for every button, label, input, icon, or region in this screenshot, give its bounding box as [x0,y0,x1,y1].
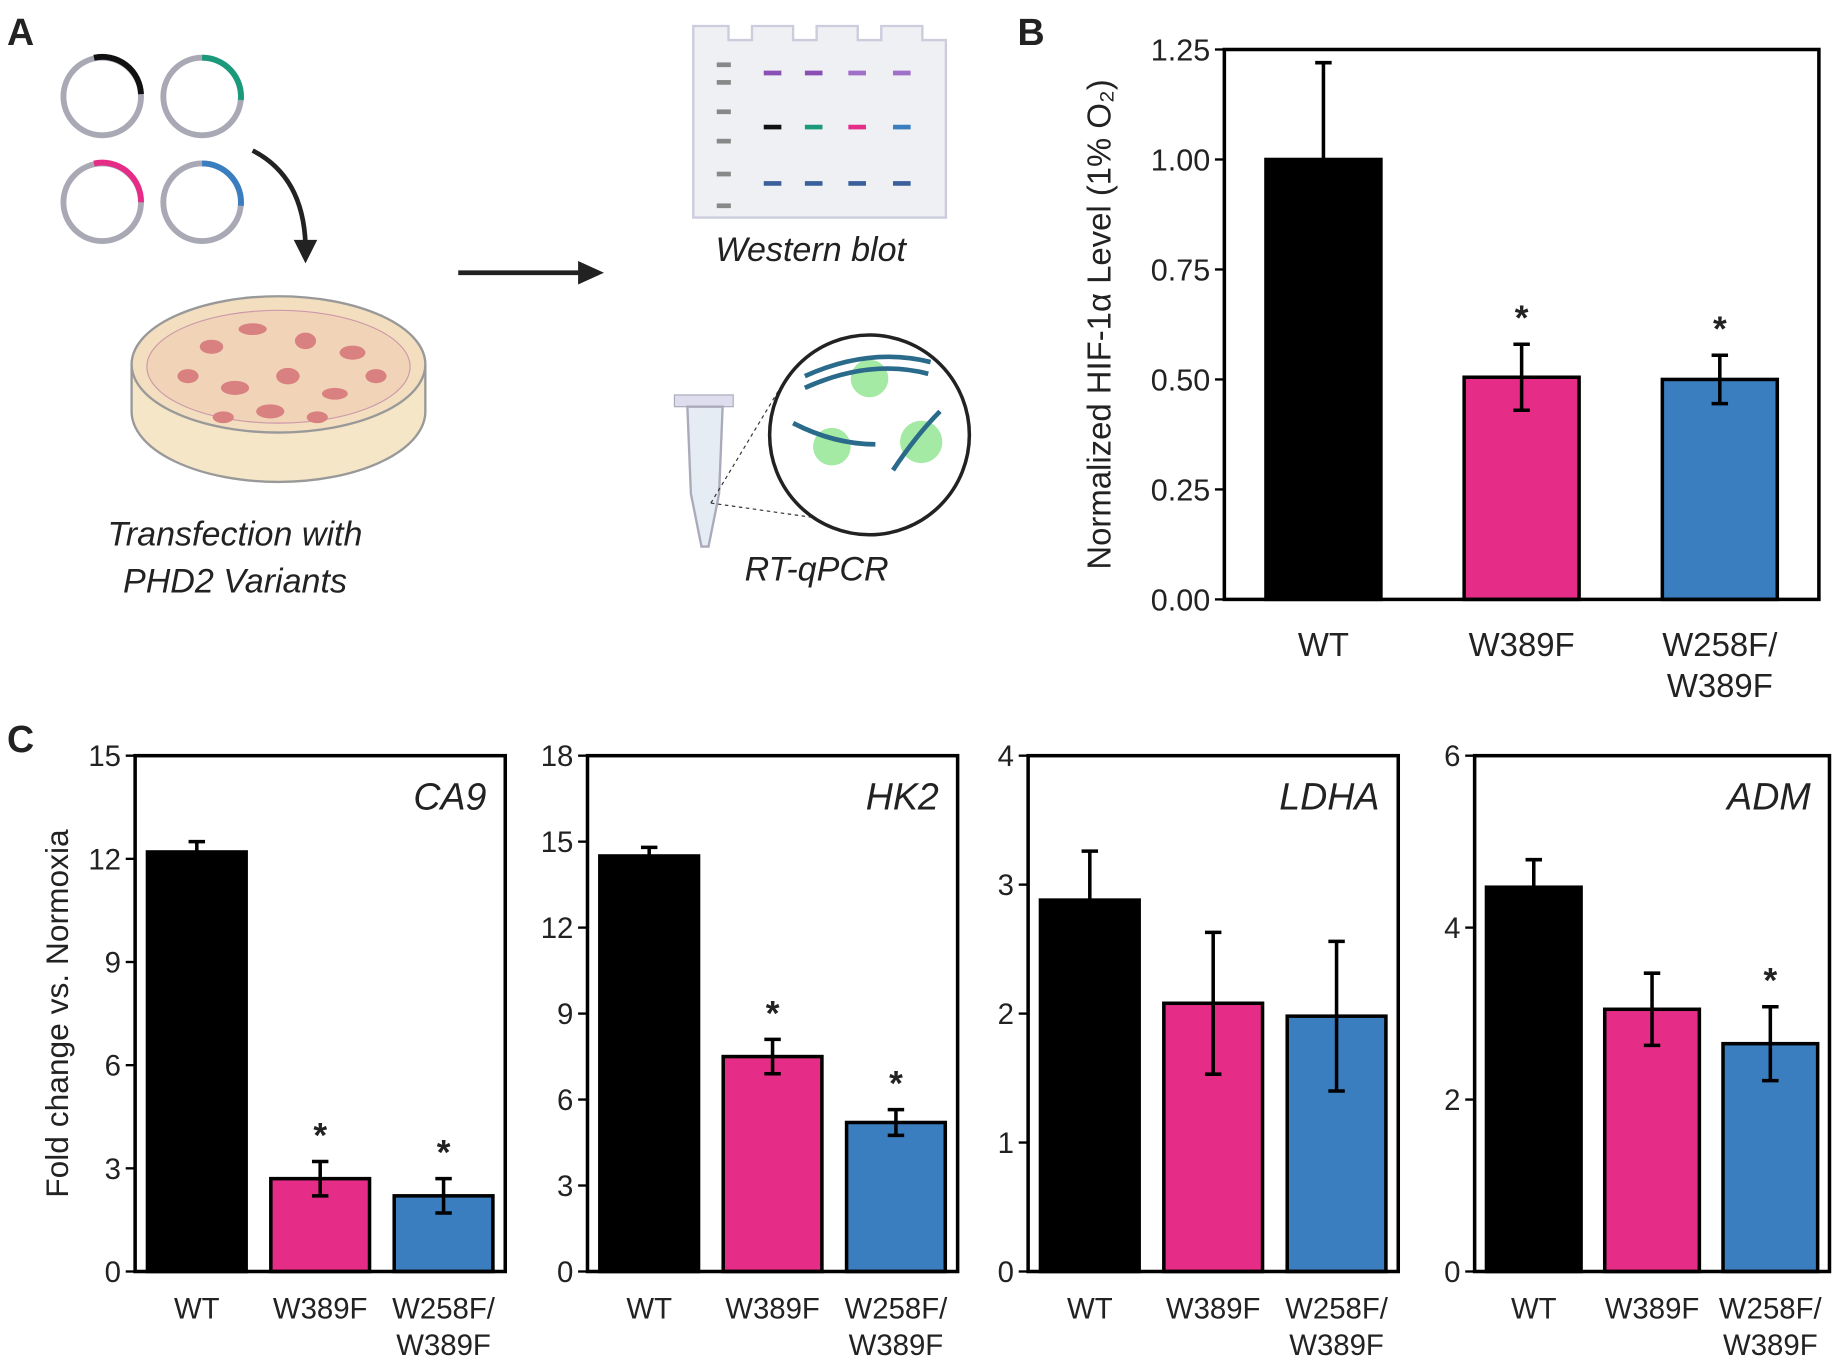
error-bar [887,1107,905,1138]
x-tick-label: WT [626,1293,672,1326]
chart-title: HK2 [866,776,939,818]
y-tick-label: 0.75 [1151,253,1210,287]
y-tick-label: 9 [557,998,573,1031]
x-tick-label: W258F/W389F [1285,1293,1389,1363]
significance-mark: * [1515,299,1529,338]
panel-a-text: Transfection with [108,515,363,553]
x-tick-label: WT [174,1293,220,1326]
y-tick-label: 0 [105,1256,121,1289]
error-bar [1762,1004,1779,1083]
plot-frame [1222,47,1821,602]
y-tick-label: 6 [1444,740,1460,773]
panel-label: C [7,718,34,760]
x-tick-label: W389F [1469,626,1575,663]
y-tick-label: 12 [541,912,574,945]
x-tick-label: W389F [1605,1293,1700,1326]
panel-a-text: PHD2 Variants [123,562,347,600]
x-tick-label: W258F/W389F [845,1293,949,1363]
bar [1038,898,1141,1274]
y-tick-label: 1 [998,1127,1014,1160]
error-bar [1525,857,1542,917]
x-tick-label: WT [1067,1293,1113,1326]
chart-title: CA9 [413,776,486,818]
x-tick-label: W258F/W389F [392,1293,496,1363]
y-tick-label: 0.00 [1151,583,1210,617]
chart-title: LDHA [1279,776,1379,818]
dish [130,295,427,484]
panel-label: A [7,11,34,53]
y-tick-label: 0 [1444,1256,1460,1289]
plot-frame [1472,753,1832,1274]
error-bar [1328,939,1345,1093]
y-tick-label: 18 [541,740,574,773]
y-axis-label: Normalized HIF-1α Level (1% O₂) [1080,79,1117,569]
plasmids [60,53,318,264]
y-tick-label: 2 [1444,1084,1460,1117]
x-tick-label: WT [1511,1293,1557,1326]
x-tick-label: W389F [1166,1293,1261,1326]
error-bar [311,1159,329,1198]
y-tick-label: 0.25 [1151,473,1210,507]
bar [1484,885,1583,1274]
bar [598,854,701,1274]
y-tick-label: 1.00 [1151,143,1210,177]
y-tick-label: 0 [557,1256,573,1289]
error-bar [188,839,206,865]
tube [673,333,972,548]
bar [145,850,248,1274]
bar [1660,377,1780,602]
y-tick-label: 2 [998,998,1014,1031]
x-tick-label: W389F [725,1293,820,1326]
error-bar [1643,971,1661,1048]
significance-mark: * [889,1064,903,1103]
y-tick-label: 3 [557,1170,573,1203]
significance-mark: * [1763,962,1777,1001]
y-tick-label: 3 [998,869,1014,902]
x-tick-label: WT [1298,626,1349,663]
panel-label: B [1018,11,1045,53]
bar [721,1054,824,1274]
x-tick-label: W258F/W389F [1719,1293,1823,1363]
y-tick-label: 1.25 [1151,33,1210,67]
bar [1285,1014,1388,1274]
x-tick-label: W389F [273,1293,368,1326]
plot-frame [1026,753,1401,1274]
y-tick-label: 6 [557,1084,573,1117]
y-tick-label: 3 [105,1153,121,1186]
plot-frame [585,753,960,1274]
y-tick-label: 6 [105,1050,121,1083]
significance-mark: * [313,1116,327,1155]
panel-a-text: RT-qPCR [745,551,889,589]
plot-frame [133,753,508,1274]
y-tick-label: 0 [998,1256,1014,1289]
y-tick-label: 15 [88,740,121,773]
y-tick-label: 4 [1444,912,1460,945]
error-bar [1513,342,1530,412]
error-bar [1204,930,1222,1076]
panel-a-text: Western blot [715,231,907,269]
error-bar [1711,353,1729,406]
y-tick-label: 12 [88,843,121,876]
y-tick-label: 15 [541,826,574,859]
bar [1602,1007,1702,1274]
y-axis-label: Fold change vs. Normoxia [39,829,75,1198]
significance-mark: * [766,994,780,1033]
gel [692,24,948,219]
error-bar [764,1037,781,1076]
arrow [458,261,604,285]
error-bar [1315,60,1332,259]
significance-mark: * [1713,310,1727,349]
chart-title: ADM [1725,776,1811,818]
y-tick-label: 9 [105,947,121,980]
x-tick-label: W258F/W389F [1662,626,1778,704]
bar [844,1120,948,1274]
error-bar [435,1176,452,1215]
error-bar [1081,849,1099,951]
error-bar [640,845,658,867]
significance-mark: * [437,1134,451,1173]
y-tick-label: 0.50 [1151,363,1210,397]
y-tick-label: 4 [998,740,1014,773]
